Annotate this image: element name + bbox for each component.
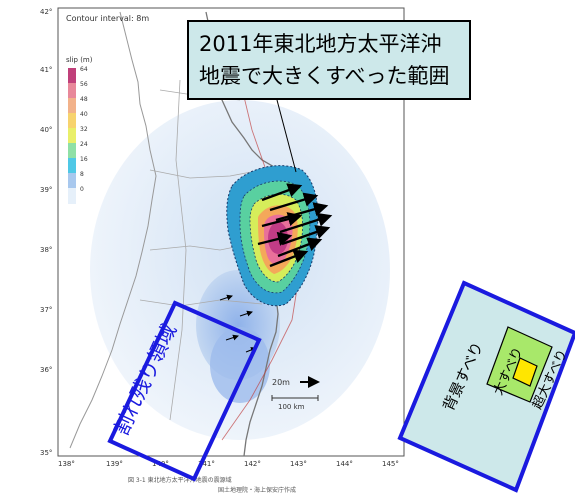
legend-value: 48 [80,96,88,103]
rupture-zone-callout: 2011年東北地方太平洋沖 地震で大きくすべった範囲 [187,20,471,100]
lon-label-144: 144° [336,460,353,468]
callout-line-1: 2011年東北地方太平洋沖 [199,32,442,56]
lon-label-145: 145° [382,460,399,468]
lat-label-35: 35° [40,449,52,457]
lat-label-37: 37° [40,306,52,314]
legend-value: 0 [80,186,84,193]
lon-label-139: 139° [106,460,123,468]
lon-label-142: 142° [244,460,261,468]
background-slip-area [397,280,575,493]
scale-arrow-label: 20m [272,378,290,387]
legend-title: slip (m) [66,56,93,64]
map-caption-credit: 国土地理院・海上保安庁作成 [218,486,296,494]
legend-swatch [68,173,76,189]
legend-swatch [68,158,76,174]
map-caption-title: 図 3-1 東北地方太平洋沖地震の震源域 [128,476,232,484]
lat-label-40: 40° [40,126,52,134]
legend-color-bar [68,68,76,204]
west-coastline [69,11,157,449]
unbroken-region-outline [107,300,262,482]
callout-line-2: 地震で大きくすべった範囲 [199,64,450,88]
southern-low-slip-2 [210,327,270,403]
contour-interval-label: Contour interval: 8m [66,14,149,23]
legend-swatch [68,68,76,84]
slip-model-diagram: 背景すべり 大すべり 超大すべり [397,280,575,493]
lon-label-141: 141° [198,460,215,468]
legend-labels: 64 56 48 40 32 24 16 8 0 [80,66,88,193]
legend-value: 16 [80,156,88,163]
legend-value: 24 [80,141,88,148]
legend-swatch [68,188,76,204]
lat-label-41: 41° [40,66,52,74]
super-large-slip-area [512,357,538,387]
lat-label-42: 42° [40,8,52,16]
slip-vectors [257,183,333,268]
legend-swatch [68,113,76,129]
legend-value: 64 [80,66,88,73]
legend-swatch [68,143,76,159]
lat-label-38: 38° [40,246,52,254]
legend-swatch [68,98,76,114]
slip-legend: slip (m) 64 56 48 40 32 24 16 8 0 [66,56,93,204]
callout-pointer [276,99,297,173]
lat-label-36: 36° [40,366,52,374]
legend-value: 56 [80,81,88,88]
legend-swatch [68,83,76,99]
legend-value: 40 [80,111,88,118]
lon-label-138: 138° [58,460,75,468]
legend-value: 32 [80,126,88,133]
lon-label-143: 143° [290,460,307,468]
scale-bar-label: 100 km [278,403,305,411]
legend-value: 8 [80,171,84,178]
legend-swatch [68,128,76,144]
lat-label-39: 39° [40,186,52,194]
